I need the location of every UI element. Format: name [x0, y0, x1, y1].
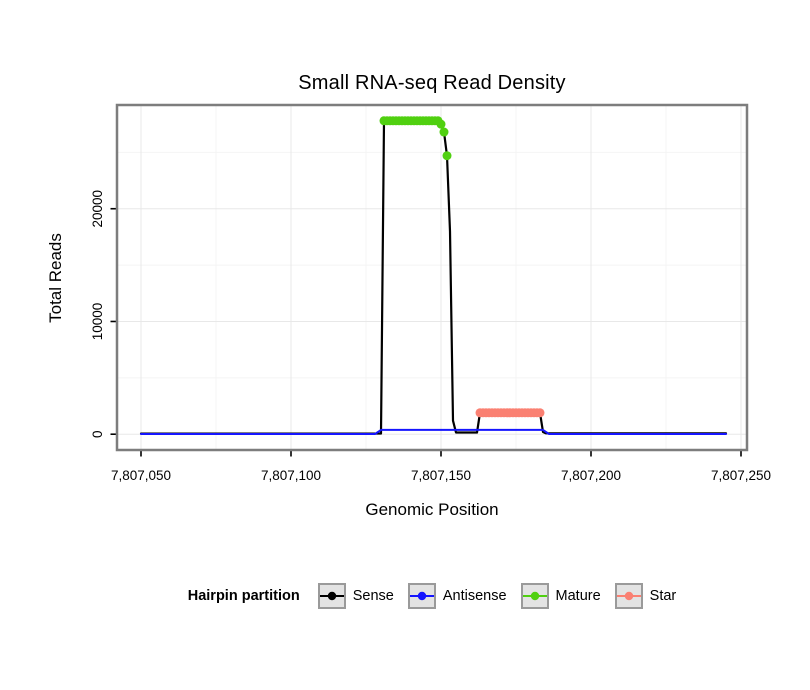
legend-item-star: Star	[614, 583, 677, 609]
series-antisense-line	[140, 428, 727, 435]
legend-key-mature	[520, 583, 549, 609]
y-tick-label: 10000	[90, 303, 105, 341]
panel-border	[115, 103, 749, 452]
legend-glyph-point-mature	[530, 591, 539, 601]
y-tick-label: 0	[90, 430, 105, 438]
x-tick-label: 7,807,100	[261, 468, 321, 483]
series-mature-point	[436, 119, 446, 129]
series-star-point	[535, 408, 545, 418]
legend-item-antisense: Antisense	[407, 583, 507, 609]
chart-title: Small RNA-seq Read Density	[298, 72, 566, 94]
legend: Hairpin partition Sense Antisense	[54, 583, 810, 609]
legend-key-antisense	[407, 583, 436, 609]
legend-label-antisense: Antisense	[442, 588, 507, 604]
legend-glyph-point-antisense	[417, 591, 427, 601]
y-tick-label: 20000	[90, 190, 105, 228]
legend-label-sense: Sense	[352, 588, 394, 604]
legend-label-mature: Mature	[555, 588, 601, 604]
series-mature-point	[439, 127, 449, 137]
legend-glyph-point-star	[624, 591, 633, 601]
legend-key-star	[614, 583, 643, 609]
x-axis-label: Genomic Position	[365, 500, 499, 519]
x-tick-label: 7,807,250	[711, 468, 771, 483]
x-tick-label: 7,807,200	[561, 468, 621, 483]
legend-item-sense: Sense	[317, 583, 394, 609]
x-tick-label: 7,807,150	[411, 468, 471, 483]
legend-item-mature: Mature	[520, 583, 601, 609]
legend-label-star: Star	[649, 588, 677, 604]
legend-title: Hairpin partition	[187, 588, 300, 604]
panel-background	[117, 105, 747, 450]
legend-key-sense	[317, 583, 346, 609]
series-mature-point	[442, 151, 452, 161]
y-axis-label: Total Reads	[46, 233, 65, 323]
legend-glyph-point-sense	[327, 591, 336, 601]
x-tick-label: 7,807,050	[111, 468, 171, 483]
